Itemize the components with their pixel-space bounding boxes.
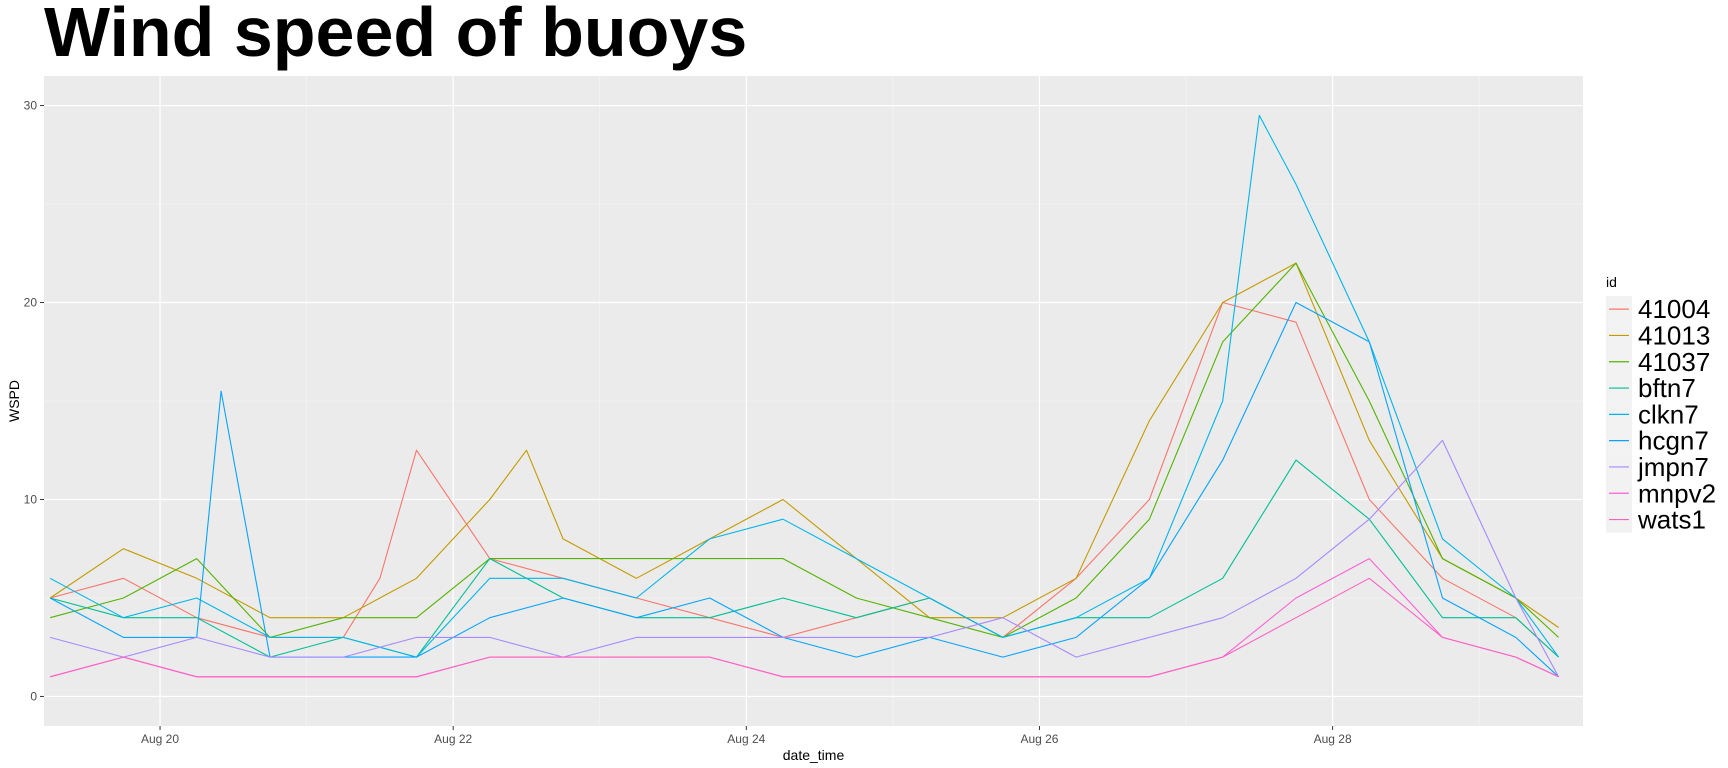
x-tick-label: Aug 24 (727, 732, 765, 746)
series-line-jmpn7 (49, 439, 1560, 678)
y-tick-label: 10 (24, 492, 38, 506)
y-tick-labels: 0 10 20 30 (24, 99, 38, 704)
legend-label: bftn7 (1638, 373, 1696, 403)
y-axis-title: WSPD (6, 380, 22, 422)
series-line-41013 (49, 262, 1559, 628)
series-line-41037 (49, 262, 1559, 638)
legend-item: clkn7 (1606, 399, 1699, 429)
legend-item: jmpn7 (1606, 452, 1709, 482)
series-line-bftn7 (49, 459, 1559, 658)
series-line-wats1 (49, 577, 1559, 678)
legend-label: 41013 (1638, 320, 1710, 350)
legend-title: id (1606, 274, 1617, 290)
series-line-clkn7 (49, 114, 1560, 658)
legend-item: 41037 (1606, 347, 1710, 377)
legend-item: bftn7 (1606, 373, 1696, 403)
x-axis-title: date_time (783, 747, 845, 763)
x-tick-label: Aug 26 (1020, 732, 1058, 746)
y-tick-label: 20 (24, 296, 38, 310)
series-layer (49, 114, 1560, 678)
legend-item: 41004 (1606, 294, 1710, 324)
legend-item: 41013 (1606, 320, 1710, 350)
axis-ticks (40, 105, 1334, 730)
x-tick-label: Aug 28 (1314, 732, 1352, 746)
y-tick-label: 30 (24, 99, 38, 113)
legend-label: hcgn7 (1638, 426, 1709, 456)
legend-label: mnpv2 (1638, 478, 1716, 508)
legend-label: wats1 (1637, 505, 1706, 535)
legend-item: wats1 (1606, 505, 1706, 535)
legend-item: hcgn7 (1606, 426, 1709, 456)
legend-label: clkn7 (1638, 399, 1699, 429)
x-tick-label: Aug 20 (141, 732, 179, 746)
legend-label: 41004 (1638, 294, 1710, 324)
legend: 410044101341037bftn7clkn7hcgn7jmpn7mnpv2… (1606, 294, 1716, 535)
x-tick-label: Aug 22 (434, 732, 472, 746)
legend-item: mnpv2 (1606, 478, 1716, 508)
x-tick-labels: Aug 20 Aug 22 Aug 24 Aug 26 Aug 28 (141, 732, 1352, 746)
y-tick-label: 0 (30, 689, 37, 703)
chart-title: Wind speed of buoys (44, 0, 748, 71)
legend-label: 41037 (1638, 347, 1710, 377)
legend-label: jmpn7 (1637, 452, 1709, 482)
